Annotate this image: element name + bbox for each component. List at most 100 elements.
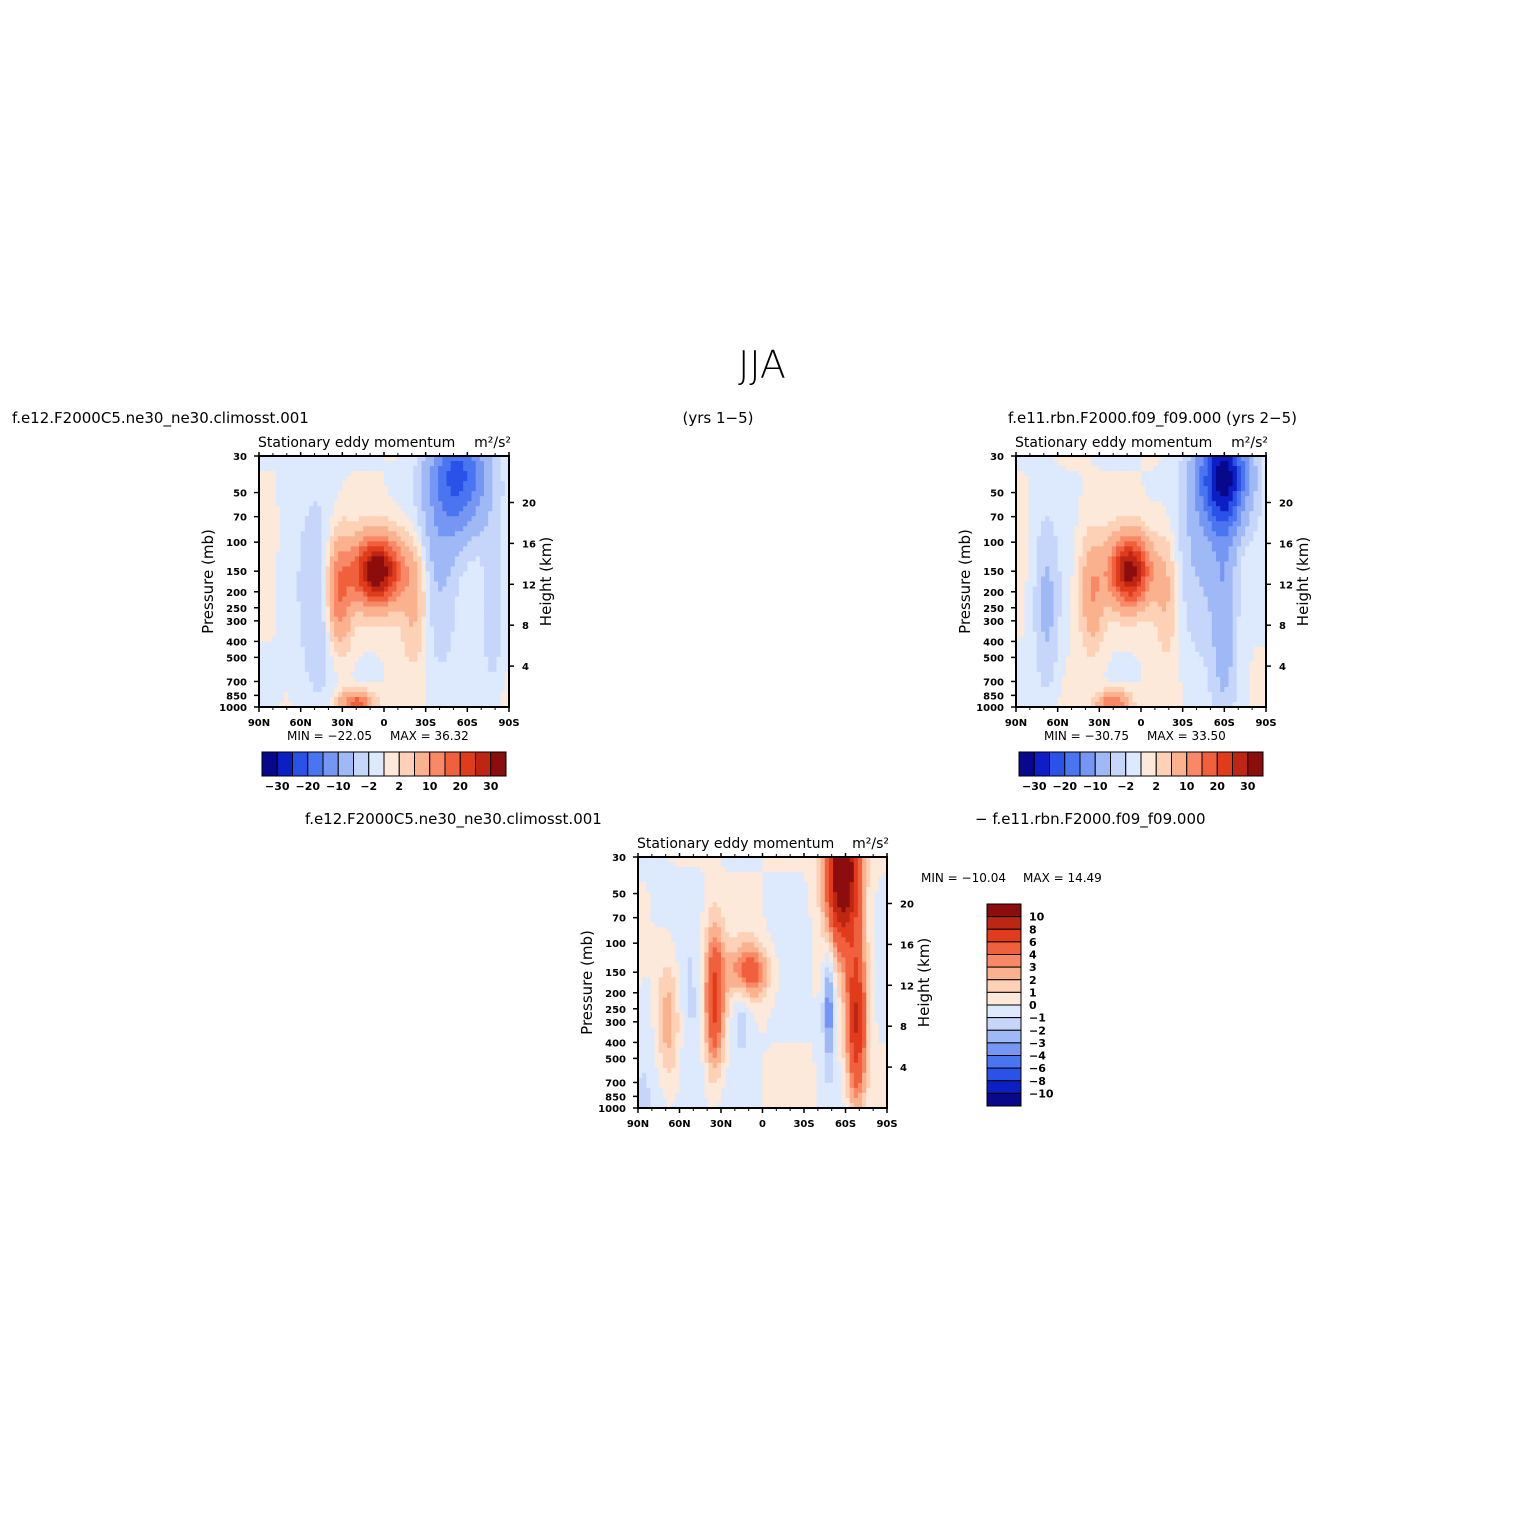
- field-cell: [1024, 476, 1030, 482]
- field-cell: [392, 626, 398, 633]
- field-cell: [271, 676, 277, 683]
- field-cell: [417, 481, 423, 487]
- field-cell: [409, 701, 414, 708]
- field-cell: [1153, 506, 1159, 512]
- field-cell: [1082, 586, 1088, 593]
- field-cell: [1111, 511, 1117, 517]
- field-cell: [438, 696, 443, 703]
- field-cell: [1216, 541, 1221, 547]
- field-cell: [1082, 566, 1088, 573]
- field-cell: [354, 456, 360, 462]
- field-cell: [284, 456, 289, 462]
- field-cell: [492, 471, 498, 477]
- field-cell: [1091, 566, 1096, 573]
- field-cell: [300, 516, 306, 522]
- field-cell: [459, 651, 464, 658]
- field-cell: [417, 461, 423, 467]
- field-cell: [1041, 476, 1046, 482]
- field-cell: [471, 651, 477, 658]
- field-cell: [338, 496, 343, 502]
- field-cell: [434, 516, 439, 522]
- field-cell: [279, 541, 285, 547]
- field-cell: [363, 486, 368, 492]
- field-cell: [292, 536, 298, 542]
- field-cell: [1041, 581, 1046, 588]
- field-cell: [446, 641, 452, 648]
- field-cell: [454, 601, 460, 608]
- field-cell: [450, 671, 456, 678]
- field-cell: [1091, 561, 1096, 568]
- field-cell: [479, 651, 485, 658]
- field-cell: [263, 526, 268, 532]
- field-cell: [400, 526, 406, 532]
- field-cell: [484, 601, 489, 608]
- field-cell: [271, 681, 277, 688]
- field-cell: [317, 551, 323, 557]
- field-cell: [413, 626, 418, 633]
- field-cell: [321, 476, 327, 482]
- field-cell: [384, 461, 389, 467]
- field-cell: [304, 611, 310, 618]
- field-cell: [392, 551, 398, 557]
- field-cell: [334, 641, 339, 648]
- field-cell: [279, 471, 285, 477]
- field-cell: [1036, 551, 1042, 557]
- field-cell: [392, 601, 398, 608]
- field-cell: [275, 641, 281, 648]
- field-cell: [459, 581, 464, 588]
- colorbar-swatch: [444, 751, 461, 777]
- field-cell: [475, 511, 481, 517]
- field-cell: [504, 656, 510, 663]
- field-cell: [404, 616, 410, 623]
- field-cell: [1078, 481, 1084, 487]
- field-cell: [434, 571, 439, 578]
- field-cell: [1124, 456, 1130, 462]
- field-cell: [1041, 471, 1046, 477]
- field-cell: [500, 541, 506, 547]
- field-cell: [1128, 586, 1134, 593]
- field-cell: [1195, 581, 1200, 588]
- field-cell: [1066, 566, 1071, 573]
- field-cell: [1099, 461, 1105, 467]
- field-cell: [1182, 471, 1188, 477]
- field-cell: [1174, 601, 1180, 608]
- field-cell: [1207, 511, 1213, 517]
- field-cell: [263, 641, 268, 648]
- field-cell: [463, 531, 468, 537]
- field-cell: [379, 646, 385, 653]
- field-cell: [317, 461, 323, 467]
- field-cell: [359, 696, 364, 703]
- field-cell: [1236, 501, 1242, 507]
- field-cell: [329, 616, 335, 623]
- field-cell: [313, 536, 318, 542]
- field-cell: [259, 501, 264, 507]
- field-cell: [296, 616, 302, 623]
- field-cell: [1245, 536, 1250, 542]
- field-cell: [354, 681, 360, 688]
- field-cell: [1057, 476, 1063, 482]
- field-cell: [1211, 501, 1217, 507]
- field-cell: [413, 486, 418, 492]
- field-cell: [354, 491, 360, 497]
- field-cell: [442, 556, 448, 563]
- field-cell: [359, 496, 364, 502]
- field-cell: [1199, 591, 1205, 598]
- field-cell: [1053, 486, 1059, 492]
- field-cell: [367, 561, 373, 568]
- field-cell: [309, 511, 314, 517]
- field-cell: [1091, 506, 1096, 512]
- field-cell: [400, 511, 406, 517]
- field-cell: [1182, 501, 1188, 507]
- field-cell: [425, 616, 431, 623]
- field-cell: [1032, 536, 1038, 542]
- field-cell: [1078, 506, 1084, 512]
- field-cell: [1120, 496, 1125, 502]
- field-cell: [400, 576, 406, 583]
- field-cell: [1195, 556, 1200, 563]
- field-cell: [454, 641, 460, 648]
- field-cell: [334, 511, 339, 517]
- field-cell: [1091, 501, 1096, 507]
- field-cell: [1261, 461, 1267, 467]
- field-cell: [1041, 491, 1046, 497]
- field-cell: [284, 531, 289, 537]
